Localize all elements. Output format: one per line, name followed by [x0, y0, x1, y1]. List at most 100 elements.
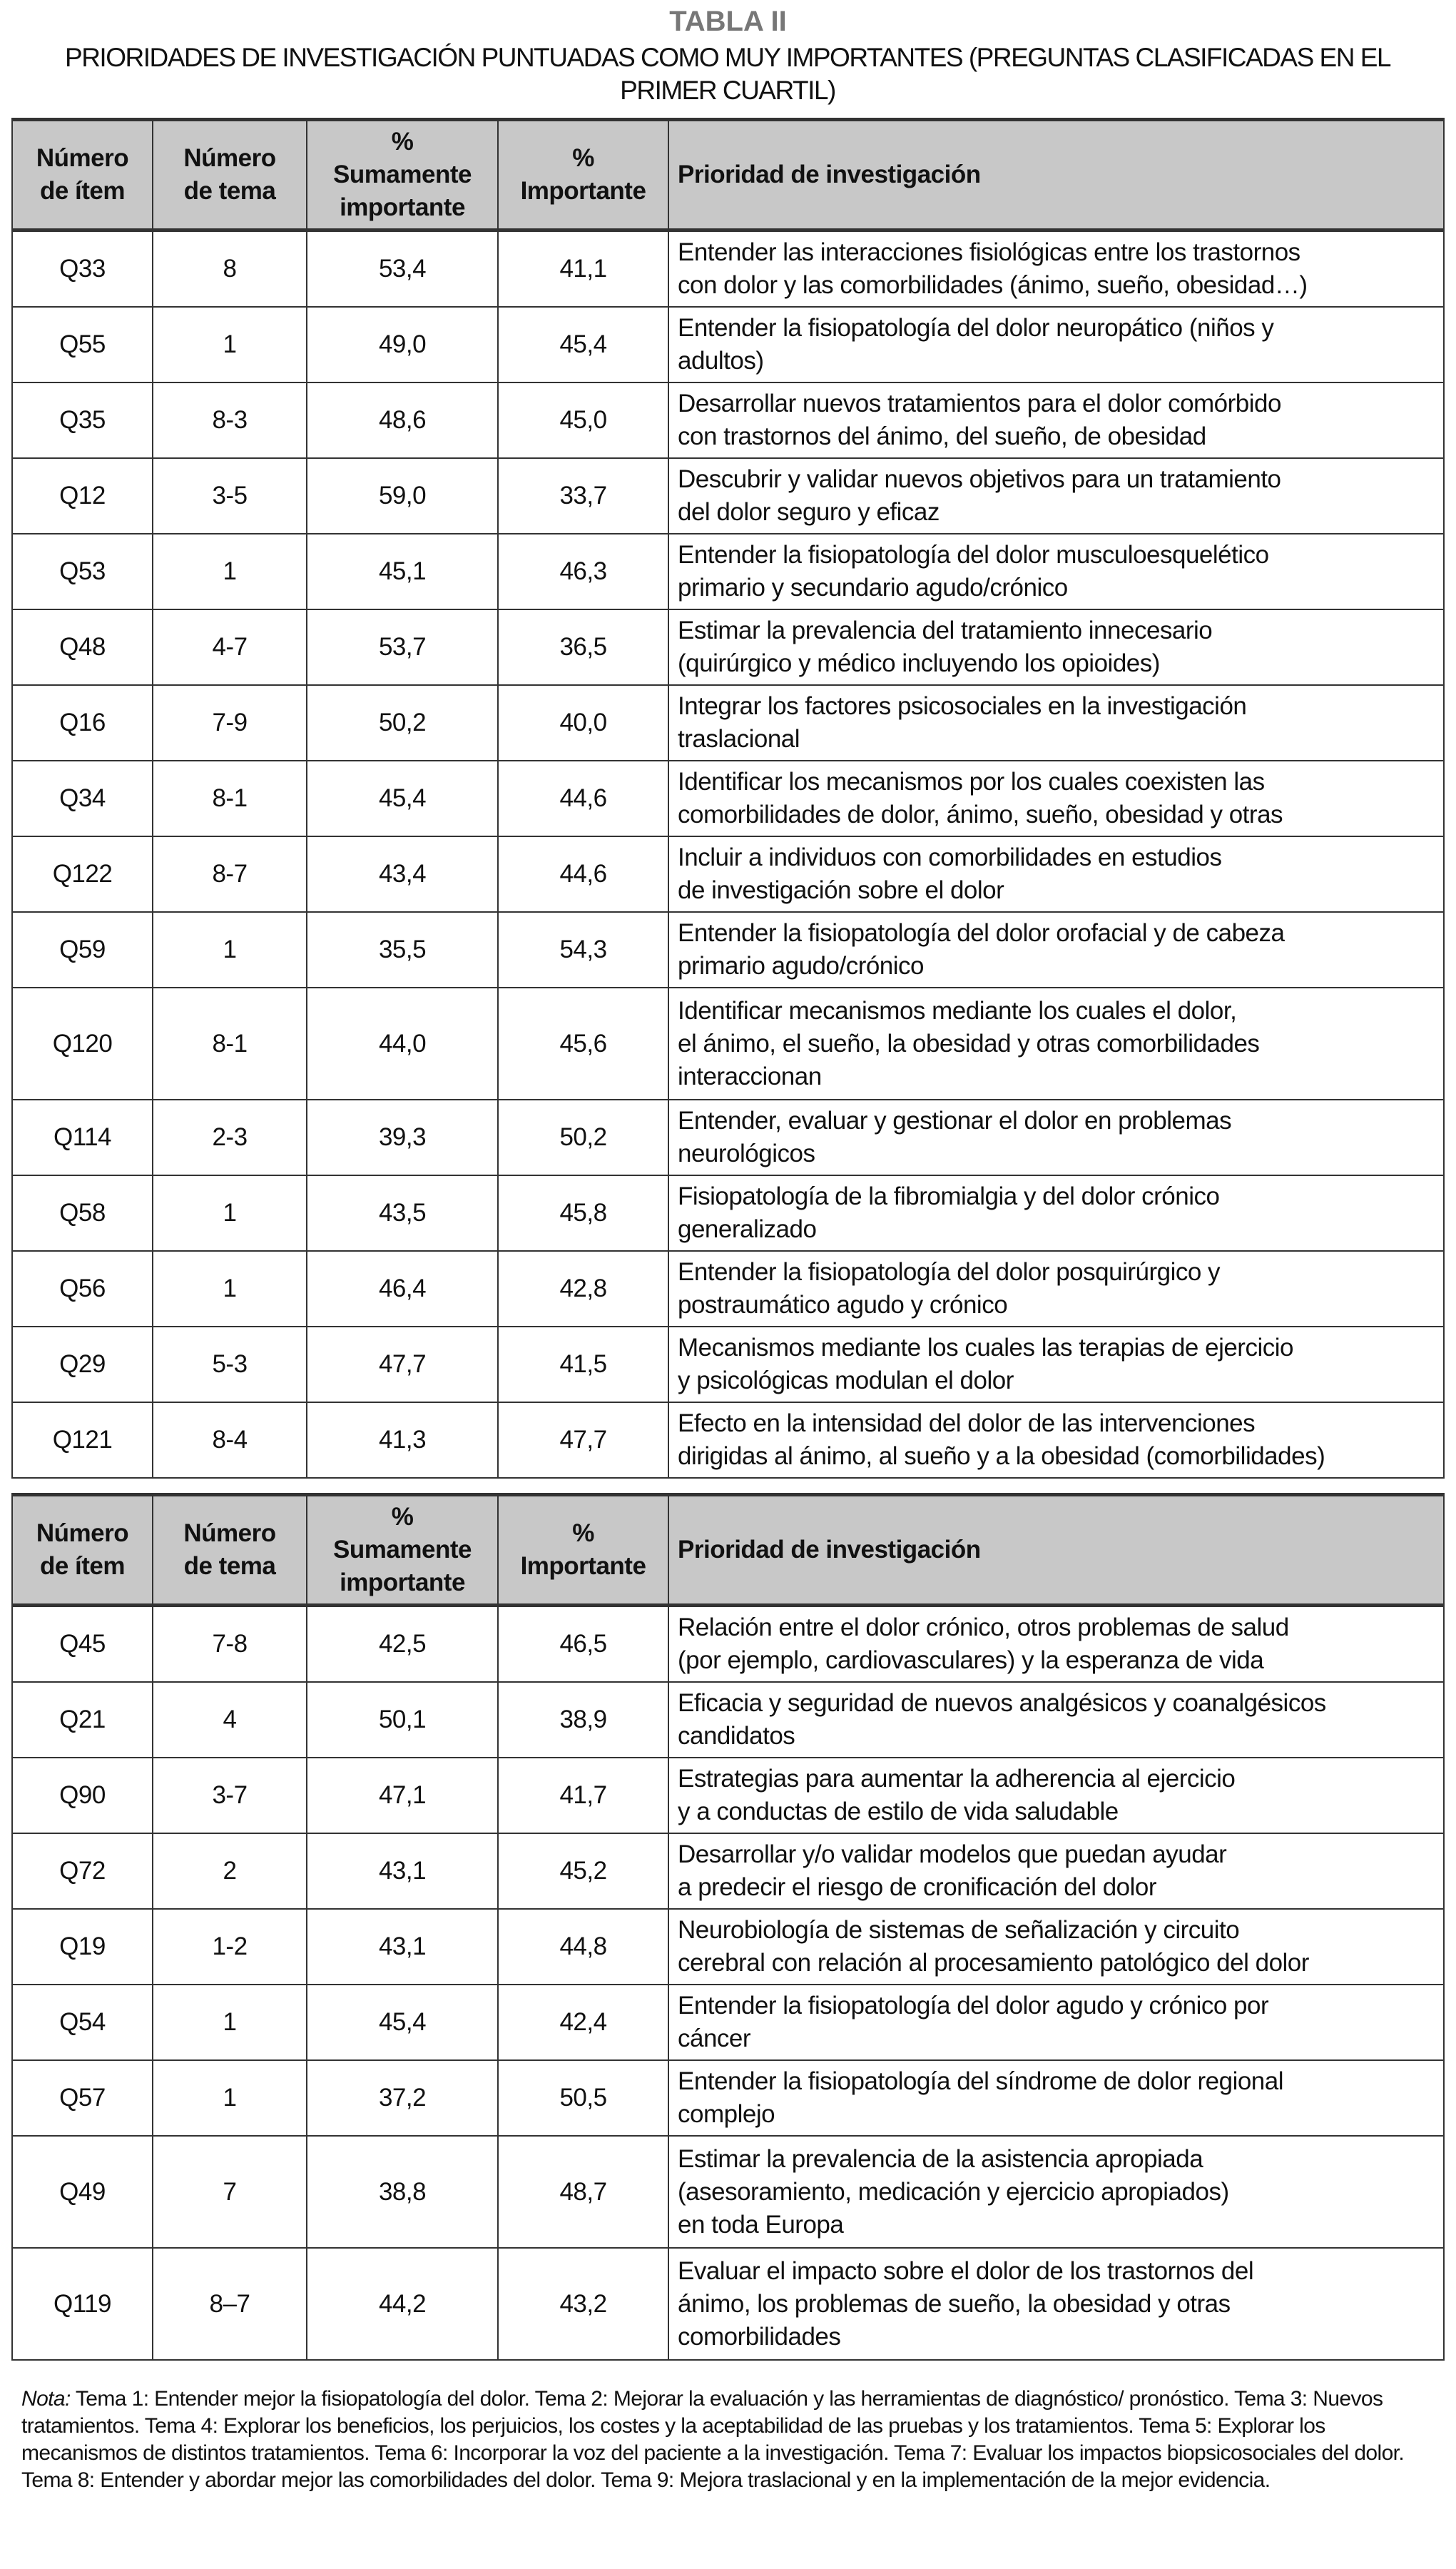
cell-extremely-important: 49,0 [306, 306, 499, 383]
table-row: Q72 2 43,1 45,2 Desarrollar y/o validar mode… [11, 1833, 1445, 1910]
table-row: Q59 1 35,5 54,3 Entender la fisiopatología d… [11, 911, 1445, 988]
cell-research-priority: Entender la fisiopatología del dolor agu… [668, 1984, 1445, 2061]
cell-theme-number: 8–7 [152, 2247, 307, 2361]
cell-important: 36,5 [497, 609, 669, 686]
table-row: Q57 1 37,2 50,5 Entender la fisiopatología d… [11, 2059, 1445, 2137]
cell-theme-number: 8 [152, 229, 307, 308]
cell-important: 41,5 [497, 1326, 669, 1403]
cell-extremely-important: 45,4 [306, 1984, 499, 2061]
cell-extremely-important: 50,2 [306, 684, 499, 761]
table-row: Q16 7-9 50,2 40,0 Integrar los factores psic… [11, 684, 1445, 761]
table-subtitle: PRIORIDADES DE INVESTIGACIÓN PUNTUADAS C… [65, 43, 1391, 105]
cell-theme-number: 3-5 [152, 457, 307, 534]
cell-important: 33,7 [497, 457, 669, 534]
cell-research-priority: Estimar la prevalencia de la asistencia … [668, 2135, 1445, 2249]
header-research-priority: Prioridad de investigación [668, 118, 1445, 232]
header-row: Número de ítem Número de tema % Sumament… [11, 118, 1445, 232]
cell-research-priority: Evaluar el impacto sobre el dolor de los… [668, 2247, 1445, 2361]
cell-research-priority: Entender la fisiopatología del dolor neu… [668, 306, 1445, 383]
cell-item-number: Q55 [11, 306, 153, 383]
cell-research-priority: Relación entre el dolor crónico, otros p… [668, 1604, 1445, 1683]
cell-item-number: Q49 [11, 2135, 153, 2249]
table-row: Q90 3-7 47,1 41,7 Estrategias para aumentar … [11, 1757, 1445, 1834]
table-row: Q114 2-3 39,3 50,2 Entender, evaluar y gesti… [11, 1099, 1445, 1176]
cell-item-number: Q29 [11, 1326, 153, 1403]
note-text: Tema 1: Entender mejor la fisiopatología… [21, 2387, 1405, 2492]
cell-item-number: Q21 [11, 1681, 153, 1758]
cell-extremely-important: 44,0 [306, 987, 499, 1100]
cell-extremely-important: 41,3 [306, 1402, 499, 1479]
cell-theme-number: 8-3 [152, 382, 307, 459]
table-row: Q12 3-5 59,0 33,7 Descubrir y validar nuevos… [11, 457, 1445, 534]
cell-extremely-important: 43,5 [306, 1175, 499, 1252]
cell-extremely-important: 59,0 [306, 457, 499, 534]
cell-important: 44,6 [497, 760, 669, 837]
table-row: Q121 8-4 41,3 47,7 Efecto en la intensidad d… [11, 1402, 1445, 1479]
cell-research-priority: Neurobiología de sistemas de señalizació… [668, 1908, 1445, 1985]
header-extremely-important: % Sumamente importante [306, 1493, 499, 1607]
table-row: Q53 1 45,1 46,3 Entender la fisiopatología d… [11, 533, 1445, 610]
cell-theme-number: 2 [152, 1833, 307, 1910]
table-row: Q49 7 38,8 48,7 Estimar la prevalencia de la… [11, 2135, 1445, 2249]
cell-research-priority: Identificar mecanismos mediante los cual… [668, 987, 1445, 1100]
cell-research-priority: Eficacia y seguridad de nuevos analgésic… [668, 1681, 1445, 1758]
header-row: Número de ítem Número de tema % Sumament… [11, 1493, 1445, 1607]
cell-item-number: Q57 [11, 2059, 153, 2137]
cell-item-number: Q56 [11, 1250, 153, 1327]
cell-theme-number: 7 [152, 2135, 307, 2249]
cell-item-number: Q121 [11, 1402, 153, 1479]
cell-theme-number: 8-7 [152, 836, 307, 913]
cell-item-number: Q120 [11, 987, 153, 1100]
cell-research-priority: Fisiopatología de la fibromialgia y del … [668, 1175, 1445, 1252]
cell-important: 44,6 [497, 836, 669, 913]
cell-item-number: Q48 [11, 609, 153, 686]
cell-item-number: Q45 [11, 1604, 153, 1683]
cell-extremely-important: 43,1 [306, 1908, 499, 1985]
cell-research-priority: Desarrollar y/o validar modelos que pued… [668, 1833, 1445, 1910]
cell-important: 46,3 [497, 533, 669, 610]
cell-important: 50,5 [497, 2059, 669, 2137]
cell-extremely-important: 53,7 [306, 609, 499, 686]
table-title: TABLA II [669, 6, 787, 37]
table-row: Q55 1 49,0 45,4 Entender la fisiopatología d… [11, 306, 1445, 383]
cell-item-number: Q53 [11, 533, 153, 610]
cell-theme-number: 3-7 [152, 1757, 307, 1834]
cell-research-priority: Descubrir y validar nuevos objetivos par… [668, 457, 1445, 534]
cell-theme-number: 5-3 [152, 1326, 307, 1403]
cell-important: 46,5 [497, 1604, 669, 1683]
header-important: % Importante [497, 118, 669, 232]
cell-important: 45,4 [497, 306, 669, 383]
table-row: Q119 8–7 44,2 43,2 Evaluar el impacto sobre … [11, 2247, 1445, 2361]
table-row: Q58 1 43,5 45,8 Fisiopatología de la fibromi… [11, 1175, 1445, 1252]
cell-important: 42,8 [497, 1250, 669, 1327]
cell-theme-number: 1 [152, 911, 307, 988]
table-row: Q19 1-2 43,1 44,8 Neurobiología de sistemas … [11, 1908, 1445, 1985]
cell-important: 40,0 [497, 684, 669, 761]
cell-item-number: Q19 [11, 1908, 153, 1985]
cell-important: 42,4 [497, 1984, 669, 2061]
header-extremely-important: % Sumamente importante [306, 118, 499, 232]
table-row: Q35 8-3 48,6 45,0 Desarrollar nuevos tratami… [11, 382, 1445, 459]
cell-item-number: Q122 [11, 836, 153, 913]
cell-item-number: Q35 [11, 382, 153, 459]
cell-research-priority: Desarrollar nuevos tratamientos para el … [668, 382, 1445, 459]
table-row: Q33 8 53,4 41,1 Entender las interacciones f… [11, 229, 1445, 308]
cell-important: 48,7 [497, 2135, 669, 2249]
cell-important: 45,6 [497, 987, 669, 1100]
table-row: Q34 8-1 45,4 44,6 Identificar los mecanismos… [11, 760, 1445, 837]
cell-research-priority: Entender la fisiopatología del dolor pos… [668, 1250, 1445, 1327]
cell-research-priority: Identificar los mecanismos por los cuale… [668, 760, 1445, 837]
header-important: % Importante [497, 1493, 669, 1607]
cell-important: 41,7 [497, 1757, 669, 1834]
cell-extremely-important: 45,4 [306, 760, 499, 837]
cell-item-number: Q119 [11, 2247, 153, 2361]
cell-theme-number: 1-2 [152, 1908, 307, 1985]
cell-item-number: Q114 [11, 1099, 153, 1176]
cell-extremely-important: 47,1 [306, 1757, 499, 1834]
cell-extremely-important: 43,4 [306, 836, 499, 913]
cell-important: 50,2 [497, 1099, 669, 1176]
cell-item-number: Q33 [11, 229, 153, 308]
table-row: Q120 8-1 44,0 45,6 Identificar mecanismos me… [11, 987, 1445, 1100]
cell-important: 54,3 [497, 911, 669, 988]
cell-extremely-important: 50,1 [306, 1681, 499, 1758]
